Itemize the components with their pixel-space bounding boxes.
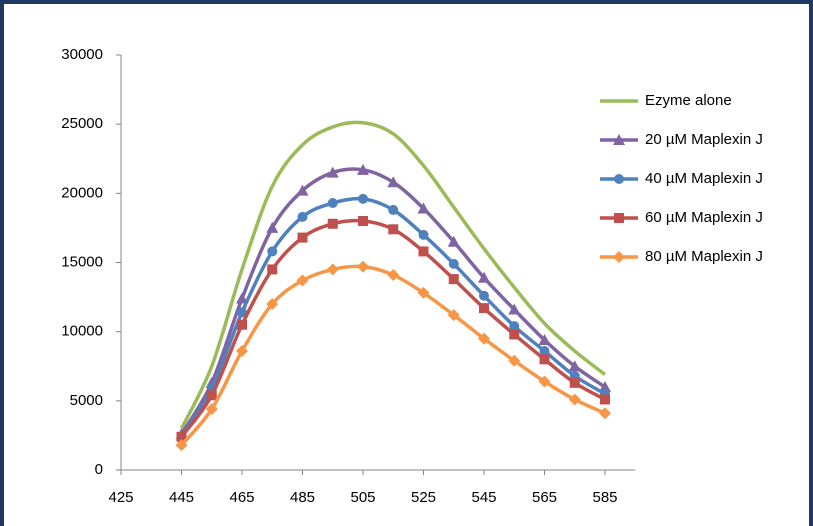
marker	[447, 309, 460, 322]
marker	[236, 345, 248, 358]
marker	[327, 218, 338, 229]
marker	[267, 246, 278, 257]
marker	[447, 235, 460, 247]
marker	[508, 354, 521, 367]
marker	[478, 332, 490, 345]
marker	[388, 204, 399, 215]
marker	[297, 211, 308, 222]
x-tick-label: 425	[108, 489, 133, 506]
marker	[296, 184, 309, 196]
marker	[236, 292, 248, 304]
legend-label: 60 µM Maplexin J	[645, 209, 763, 226]
legend-marker	[614, 174, 624, 184]
x-tick-label: 445	[169, 489, 194, 506]
legend-marker	[613, 251, 625, 263]
marker	[387, 268, 400, 281]
marker	[569, 377, 580, 388]
x-tick-label: 485	[290, 489, 315, 506]
legend-label: Ezyme alone	[645, 92, 732, 109]
marker	[205, 403, 218, 416]
marker	[538, 333, 551, 345]
marker	[267, 264, 278, 275]
y-tick-label: 30000	[61, 46, 103, 63]
marker	[600, 394, 610, 405]
y-tick-label: 10000	[61, 323, 103, 340]
marker	[568, 360, 581, 372]
marker	[326, 263, 339, 276]
y-tick-label: 20000	[61, 184, 103, 201]
legend-marker	[613, 134, 625, 145]
x-tick-label: 465	[229, 489, 254, 506]
marker	[599, 381, 611, 392]
marker	[418, 246, 429, 257]
marker	[448, 258, 459, 269]
x-tick-label: 585	[592, 489, 617, 506]
marker	[237, 319, 247, 330]
marker	[539, 346, 550, 357]
marker	[478, 271, 490, 283]
marker	[448, 274, 459, 285]
marker	[479, 303, 489, 314]
y-tick-label: 15000	[61, 253, 103, 270]
y-tick-label: 0	[95, 461, 103, 478]
marker	[538, 375, 551, 388]
marker	[568, 393, 581, 406]
x-tick-label: 565	[532, 489, 557, 506]
series-line	[179, 120, 607, 430]
marker	[297, 232, 308, 243]
marker	[358, 193, 368, 204]
marker	[175, 439, 188, 452]
marker	[387, 176, 400, 188]
marker	[296, 274, 309, 287]
marker	[357, 163, 369, 175]
y-tick-label: 25000	[61, 115, 103, 132]
marker	[388, 224, 399, 235]
marker	[358, 216, 368, 226]
marker	[508, 303, 521, 315]
marker	[357, 260, 369, 273]
marker	[479, 290, 489, 301]
marker	[509, 329, 520, 340]
marker	[266, 298, 279, 310]
y-tick-label: 5000	[70, 392, 103, 409]
x-tick-label: 525	[411, 489, 436, 506]
marker	[266, 221, 279, 233]
legend-label: 40 µM Maplexin J	[645, 170, 763, 187]
marker	[418, 229, 429, 240]
marker	[176, 431, 187, 442]
marker	[539, 354, 550, 365]
marker	[417, 202, 430, 214]
marker	[326, 166, 339, 178]
marker	[327, 198, 338, 209]
marker	[206, 390, 217, 401]
legend-label: 20 µM Maplexin J	[645, 131, 763, 148]
legend-label: 80 µM Maplexin J	[645, 248, 763, 265]
x-tick-label: 545	[471, 489, 496, 506]
legend-marker	[614, 213, 624, 223]
marker	[417, 286, 430, 299]
marker	[237, 307, 247, 318]
marker	[599, 407, 611, 420]
marker	[509, 321, 520, 332]
x-tick-label: 505	[350, 489, 375, 506]
